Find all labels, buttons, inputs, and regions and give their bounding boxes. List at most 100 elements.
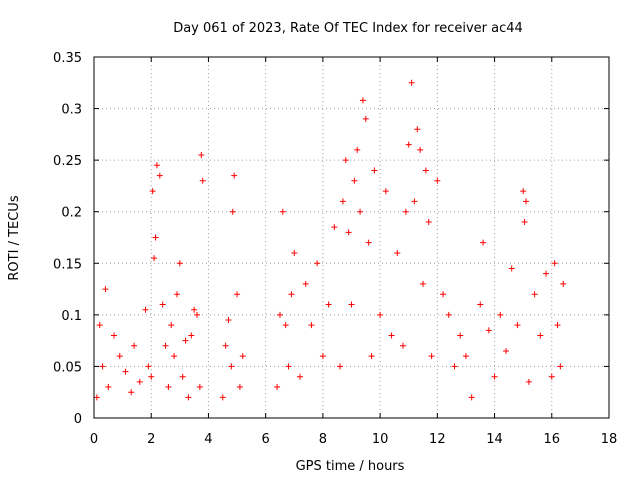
- data-point: [145, 363, 152, 370]
- data-point: [357, 208, 364, 215]
- data-point: [116, 353, 123, 360]
- data-point: [468, 394, 475, 401]
- axis-ticks: [93, 56, 610, 419]
- data-points: [93, 79, 567, 401]
- data-point: [274, 384, 281, 391]
- x-tick-label: 8: [319, 432, 327, 447]
- data-point: [136, 378, 143, 385]
- data-point: [229, 208, 236, 215]
- data-point: [434, 177, 441, 184]
- data-point: [554, 322, 561, 329]
- y-tick-label: 0: [74, 412, 82, 427]
- y-axis-label: ROTI / TECUs: [7, 195, 22, 280]
- x-tick-label: 14: [486, 432, 503, 447]
- data-point: [239, 353, 246, 360]
- data-point: [99, 363, 106, 370]
- data-point: [171, 353, 178, 360]
- data-point: [368, 353, 375, 360]
- data-point: [457, 332, 464, 339]
- data-point: [222, 342, 229, 349]
- data-point: [282, 322, 289, 329]
- chart-title: Day 061 of 2023, Rate Of TEC Index for r…: [173, 21, 523, 36]
- data-point: [480, 239, 487, 246]
- x-tick-label: 4: [204, 432, 212, 447]
- y-tick-label: 0.25: [53, 154, 82, 169]
- y-tick-labels: 0 0.05 0.1 0.15 0.2 0.25 0.3 0.35: [53, 51, 82, 427]
- data-point: [302, 280, 309, 287]
- data-point: [491, 373, 498, 380]
- data-point: [219, 394, 226, 401]
- data-point: [485, 327, 492, 334]
- data-point: [176, 260, 183, 267]
- x-tick-labels: 0 2 4 6 8 10 12 14 16 18: [90, 432, 617, 447]
- data-point: [337, 363, 344, 370]
- data-point: [359, 97, 366, 104]
- x-tick-label: 2: [147, 432, 155, 447]
- data-point: [414, 126, 421, 133]
- data-point: [276, 311, 283, 318]
- data-point: [285, 363, 292, 370]
- data-point: [105, 384, 112, 391]
- y-tick-label: 0.2: [61, 206, 82, 221]
- x-tick-label: 0: [90, 432, 98, 447]
- data-point: [182, 337, 189, 344]
- data-point: [351, 177, 358, 184]
- data-point: [523, 198, 530, 205]
- data-point: [557, 363, 564, 370]
- data-point: [521, 219, 528, 226]
- data-point: [173, 291, 180, 298]
- data-point: [325, 301, 332, 308]
- data-point: [149, 188, 156, 195]
- data-point: [520, 188, 527, 195]
- data-point: [122, 368, 129, 375]
- data-point: [371, 167, 378, 174]
- y-tick-label: 0.1: [61, 309, 82, 324]
- data-point: [503, 347, 509, 354]
- data-point: [388, 332, 395, 339]
- data-point: [191, 306, 198, 313]
- data-point: [417, 146, 424, 153]
- data-point: [548, 373, 555, 380]
- data-point: [362, 115, 369, 122]
- data-point: [288, 291, 295, 298]
- data-point: [231, 172, 238, 179]
- data-point: [185, 394, 192, 401]
- y-tick-label: 0.35: [53, 51, 82, 66]
- data-point: [142, 306, 149, 313]
- data-point: [560, 280, 567, 287]
- x-tick-label: 10: [372, 432, 389, 447]
- data-point: [537, 332, 544, 339]
- data-point: [348, 301, 355, 308]
- x-tick-label: 12: [429, 432, 446, 447]
- data-point: [234, 291, 241, 298]
- x-tick-label: 18: [601, 432, 618, 447]
- data-point: [111, 332, 118, 339]
- x-axis-label: GPS time / hours: [296, 459, 405, 474]
- data-point: [188, 332, 195, 339]
- data-point: [156, 172, 163, 179]
- data-point: [331, 224, 338, 231]
- data-point: [525, 378, 532, 385]
- data-point: [297, 373, 303, 380]
- plot-frame: [93, 56, 610, 419]
- y-tick-label: 0.15: [53, 257, 82, 272]
- data-point: [451, 363, 458, 370]
- data-point: [151, 255, 158, 262]
- data-point: [162, 342, 169, 349]
- data-point: [420, 280, 427, 287]
- data-point: [308, 322, 315, 329]
- data-point: [405, 141, 412, 148]
- data-point: [428, 353, 435, 360]
- y-tick-label: 0.3: [61, 103, 82, 118]
- data-point: [365, 239, 372, 246]
- x-tick-label: 16: [544, 432, 561, 447]
- data-point: [422, 167, 429, 174]
- y-tick-label: 0.05: [53, 360, 82, 375]
- data-point: [377, 311, 384, 318]
- data-point: [153, 162, 160, 169]
- data-point: [354, 146, 361, 153]
- data-point: [196, 384, 203, 391]
- data-point: [131, 342, 138, 349]
